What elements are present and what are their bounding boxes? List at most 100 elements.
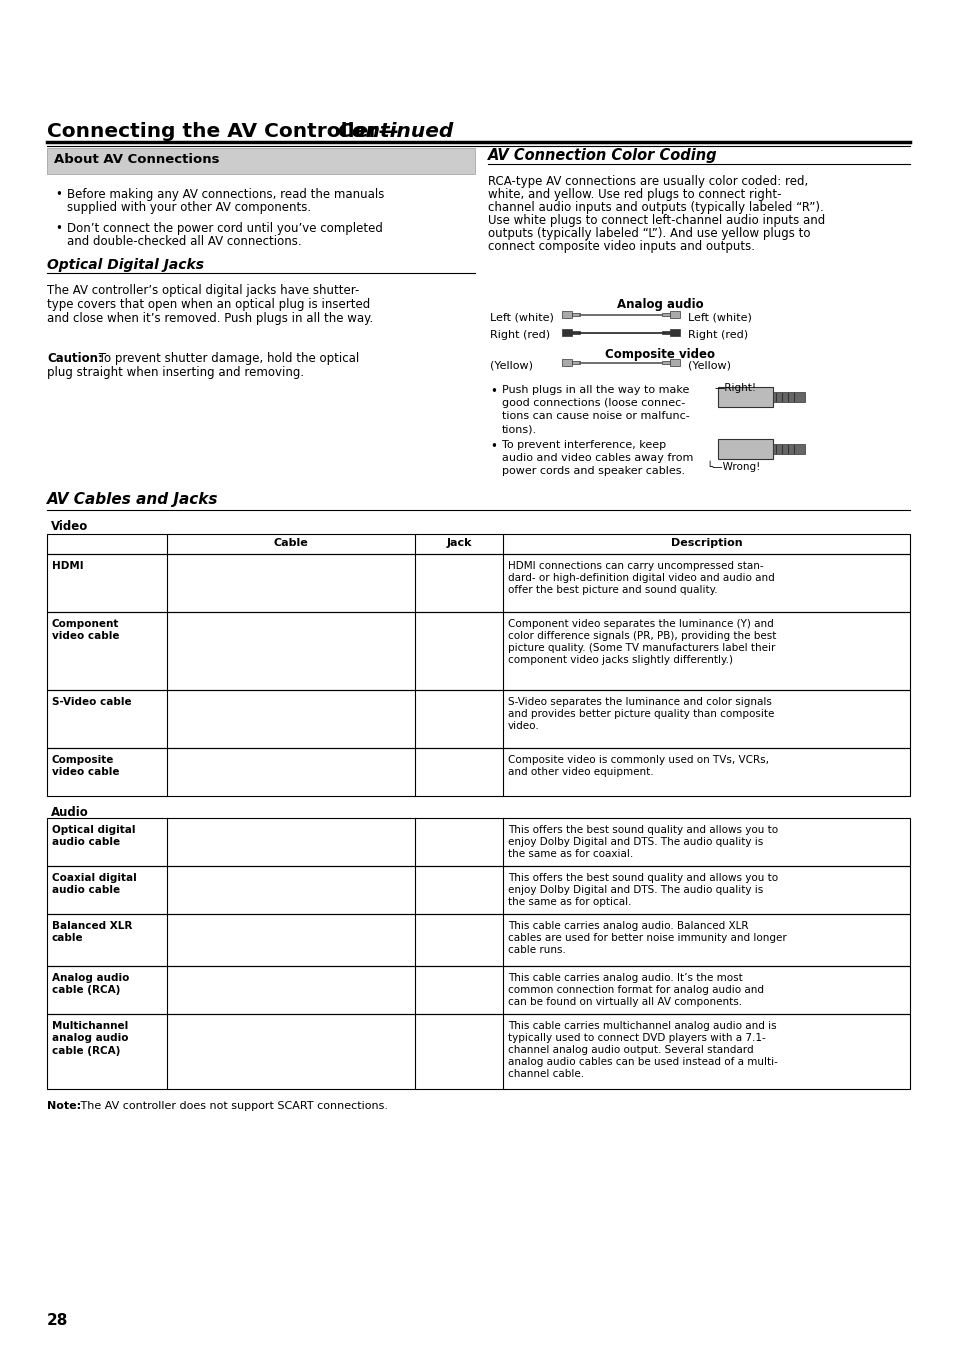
Text: connect composite video inputs and outputs.: connect composite video inputs and outpu… (488, 240, 754, 253)
Text: Cable: Cable (274, 538, 308, 549)
Bar (661, 331, 669, 334)
Text: Multichannel
analog audio
cable (RCA): Multichannel analog audio cable (RCA) (52, 1021, 129, 1055)
Text: Jack: Jack (446, 538, 471, 549)
Text: Analog audio: Analog audio (616, 299, 702, 311)
Text: Right (red): Right (red) (490, 330, 550, 340)
Text: color difference signals (PR, PB), providing the best: color difference signals (PR, PB), provi… (507, 631, 776, 640)
Bar (47, 690, 909, 748)
Bar (772, 392, 804, 403)
Bar (47, 149, 475, 174)
Bar (47, 817, 909, 866)
Bar (561, 311, 572, 317)
Bar (669, 359, 679, 366)
Bar (47, 966, 909, 1015)
Text: This cable carries analog audio. It’s the most: This cable carries analog audio. It’s th… (507, 973, 742, 984)
Bar (47, 1015, 909, 1089)
Text: and double-checked all AV connections.: and double-checked all AV connections. (67, 235, 301, 249)
Text: To prevent shutter damage, hold the optical: To prevent shutter damage, hold the opti… (95, 353, 359, 365)
Text: video.: video. (507, 721, 539, 731)
Text: analog audio cables can be used instead of a multi-: analog audio cables can be used instead … (507, 1056, 777, 1067)
Text: The AV controller’s optical digital jacks have shutter-: The AV controller’s optical digital jack… (47, 284, 359, 297)
Text: Composite video is commonly used on TVs, VCRs,: Composite video is commonly used on TVs,… (507, 755, 768, 765)
Bar (669, 311, 679, 317)
Text: Composite video: Composite video (604, 349, 714, 361)
Text: This cable carries multichannel analog audio and is: This cable carries multichannel analog a… (507, 1021, 776, 1031)
Text: Optical digital
audio cable: Optical digital audio cable (52, 825, 135, 847)
Text: Optical Digital Jacks: Optical Digital Jacks (47, 258, 204, 272)
Bar (669, 330, 679, 336)
Text: can be found on virtually all AV components.: can be found on virtually all AV compone… (507, 997, 741, 1006)
Text: HDMI: HDMI (52, 561, 84, 571)
Text: RCA-type AV connections are usually color coded: red,: RCA-type AV connections are usually colo… (488, 176, 807, 188)
Text: common connection format for analog audio and: common connection format for analog audi… (507, 985, 763, 994)
Bar (47, 915, 909, 966)
Text: cables are used for better noise immunity and longer: cables are used for better noise immunit… (507, 934, 786, 943)
Text: This offers the best sound quality and allows you to: This offers the best sound quality and a… (507, 873, 778, 884)
Text: Audio: Audio (51, 807, 89, 819)
Text: Don’t connect the power cord until you’ve completed: Don’t connect the power cord until you’v… (67, 222, 382, 235)
Text: Component
video cable: Component video cable (52, 619, 119, 642)
Text: good connections (loose connec-: good connections (loose connec- (501, 399, 684, 408)
Bar (47, 554, 909, 612)
Text: tions).: tions). (501, 424, 537, 434)
Text: •: • (55, 222, 62, 235)
Text: Left (white): Left (white) (490, 312, 554, 322)
Bar (661, 313, 669, 316)
Bar (718, 439, 772, 459)
Text: Description: Description (670, 538, 741, 549)
Text: (Yellow): (Yellow) (687, 361, 730, 372)
Text: Coaxial digital
audio cable: Coaxial digital audio cable (52, 873, 136, 896)
Text: Note:: Note: (47, 1101, 81, 1111)
Text: Push plugs in all the way to make: Push plugs in all the way to make (501, 385, 689, 394)
Bar (47, 866, 909, 915)
Text: supplied with your other AV components.: supplied with your other AV components. (67, 201, 311, 213)
Bar (561, 330, 572, 336)
Text: 28: 28 (47, 1313, 69, 1328)
Text: (Yellow): (Yellow) (490, 361, 533, 372)
Text: •: • (55, 188, 62, 201)
Text: —Right!: —Right! (714, 382, 757, 393)
Text: Composite
video cable: Composite video cable (52, 755, 119, 777)
Text: tions can cause noise or malfunc-: tions can cause noise or malfunc- (501, 411, 689, 422)
Text: •: • (490, 440, 497, 453)
Bar (661, 361, 669, 363)
Text: HDMI connections can carry uncompressed stan-: HDMI connections can carry uncompressed … (507, 561, 762, 571)
Bar (561, 359, 572, 366)
Bar (47, 534, 909, 554)
Text: offer the best picture and sound quality.: offer the best picture and sound quality… (507, 585, 717, 594)
Text: Analog audio
cable (RCA): Analog audio cable (RCA) (52, 973, 130, 996)
Text: The AV controller does not support SCART connections.: The AV controller does not support SCART… (77, 1101, 388, 1111)
Text: Before making any AV connections, read the manuals: Before making any AV connections, read t… (67, 188, 384, 201)
Bar (772, 444, 804, 454)
Text: Use white plugs to connect left-channel audio inputs and: Use white plugs to connect left-channel … (488, 213, 824, 227)
Text: Component video separates the luminance (Y) and: Component video separates the luminance … (507, 619, 773, 630)
Text: channel cable.: channel cable. (507, 1069, 583, 1079)
Bar (718, 386, 772, 407)
Bar (572, 331, 579, 334)
Text: enjoy Dolby Digital and DTS. The audio quality is: enjoy Dolby Digital and DTS. The audio q… (507, 838, 762, 847)
Text: channel analog audio output. Several standard: channel analog audio output. Several sta… (507, 1046, 753, 1055)
Text: channel audio inputs and outputs (typically labeled “R”).: channel audio inputs and outputs (typica… (488, 201, 822, 213)
Bar (572, 313, 579, 316)
Text: •: • (490, 385, 497, 399)
Text: the same as for coaxial.: the same as for coaxial. (507, 848, 633, 859)
Text: This offers the best sound quality and allows you to: This offers the best sound quality and a… (507, 825, 778, 835)
Text: Left (white): Left (white) (687, 312, 751, 322)
Text: dard- or high-definition digital video and audio and: dard- or high-definition digital video a… (507, 573, 774, 584)
Text: AV Cables and Jacks: AV Cables and Jacks (47, 492, 218, 507)
Text: picture quality. (Some TV manufacturers label their: picture quality. (Some TV manufacturers … (507, 643, 775, 653)
Text: outputs (typically labeled “L”). And use yellow plugs to: outputs (typically labeled “L”). And use… (488, 227, 810, 240)
Text: Balanced XLR
cable: Balanced XLR cable (52, 921, 132, 943)
Bar (572, 361, 579, 363)
Text: Right (red): Right (red) (687, 330, 747, 340)
Text: Connecting the AV Controller—: Connecting the AV Controller— (47, 122, 398, 141)
Text: and close when it’s removed. Push plugs in all the way.: and close when it’s removed. Push plugs … (47, 312, 373, 326)
Text: Video: Video (51, 520, 89, 534)
Text: To prevent interference, keep: To prevent interference, keep (501, 440, 665, 450)
Text: the same as for optical.: the same as for optical. (507, 897, 631, 907)
Text: audio and video cables away from: audio and video cables away from (501, 453, 693, 463)
Text: plug straight when inserting and removing.: plug straight when inserting and removin… (47, 366, 304, 380)
Text: About AV Connections: About AV Connections (54, 153, 219, 166)
Text: Caution:: Caution: (47, 353, 103, 365)
Text: S-Video cable: S-Video cable (52, 697, 132, 707)
